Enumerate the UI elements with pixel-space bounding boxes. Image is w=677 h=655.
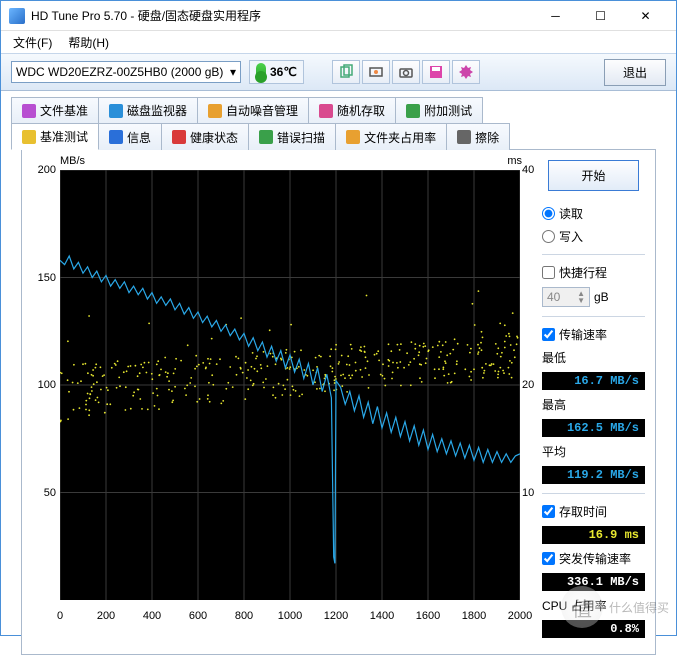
quick-unit: gB xyxy=(594,290,609,304)
xtick: 2000 xyxy=(508,610,532,622)
quick-value-spinner[interactable]: 40▲▼ xyxy=(542,287,590,307)
chart-area: MB/s ms 20015010050402010020040060080010… xyxy=(32,160,532,640)
tab-icon xyxy=(346,130,360,144)
xtick: 1800 xyxy=(462,610,486,622)
tab-自动噪音管理[interactable]: 自动噪音管理 xyxy=(197,97,309,123)
maximize-button[interactable]: ☐ xyxy=(578,2,623,30)
xtick: 1600 xyxy=(416,610,440,622)
tab-icon xyxy=(22,130,36,144)
tab-错误扫描[interactable]: 错误扫描 xyxy=(248,123,336,150)
transfer-checkbox[interactable]: 传输速率 xyxy=(542,326,645,343)
watermark: 值 什么值得买 xyxy=(561,586,669,628)
exit-button[interactable]: 退出 xyxy=(604,59,666,86)
ytick-right: 20 xyxy=(522,379,540,391)
tab-icon xyxy=(22,104,36,118)
window-title: HD Tune Pro 5.70 - 硬盘/固态硬盘实用程序 xyxy=(31,7,533,24)
tab-icon xyxy=(259,130,273,144)
max-value: 162.5 MB/s xyxy=(542,419,645,437)
min-label: 最低 xyxy=(542,349,645,366)
max-label: 最高 xyxy=(542,396,645,413)
y-label-right: ms xyxy=(507,155,522,167)
app-icon xyxy=(9,8,25,24)
access-checkbox[interactable]: 存取时间 xyxy=(542,503,645,520)
tab-icon xyxy=(109,104,123,118)
settings-icon[interactable] xyxy=(452,60,480,84)
drive-name: WDC WD20EZRZ-00Z5HB0 (2000 gB) xyxy=(16,65,223,79)
close-button[interactable]: ✕ xyxy=(623,2,668,30)
toolbar: WDC WD20EZRZ-00Z5HB0 (2000 gB) ▾ 36℃ 退出 xyxy=(1,53,676,91)
tab-擦除[interactable]: 擦除 xyxy=(446,123,510,150)
access-value: 16.9 ms xyxy=(542,526,645,544)
ytick-left: 200 xyxy=(32,164,56,176)
xtick: 0 xyxy=(57,610,63,622)
burst-checkbox[interactable]: 突发传输速率 xyxy=(542,550,645,567)
xtick: 600 xyxy=(189,610,207,622)
tab-icon xyxy=(406,104,420,118)
y-label-left: MB/s xyxy=(60,155,85,167)
benchmark-chart xyxy=(60,170,520,600)
ytick-left: 50 xyxy=(32,487,56,499)
screenshot-icon[interactable] xyxy=(362,60,390,84)
titlebar: HD Tune Pro 5.70 - 硬盘/固态硬盘实用程序 ─ ☐ ✕ xyxy=(1,1,676,31)
quick-checkbox[interactable]: 快捷行程 xyxy=(542,264,645,281)
tab-icon xyxy=(109,130,123,144)
tab-row-top: 文件基准磁盘监视器自动噪音管理随机存取附加测试 xyxy=(11,97,666,123)
chevron-down-icon: ▾ xyxy=(230,65,236,79)
write-radio[interactable]: 写入 xyxy=(542,228,645,245)
temperature-badge: 36℃ xyxy=(249,60,304,84)
save-icon[interactable] xyxy=(422,60,450,84)
temperature-value: 36℃ xyxy=(270,65,297,79)
watermark-icon: 值 xyxy=(561,586,603,628)
tab-信息[interactable]: 信息 xyxy=(98,123,162,150)
drive-select[interactable]: WDC WD20EZRZ-00Z5HB0 (2000 gB) ▾ xyxy=(11,61,241,83)
tab-文件夹占用率[interactable]: 文件夹占用率 xyxy=(335,123,447,150)
tab-磁盘监视器[interactable]: 磁盘监视器 xyxy=(98,97,198,123)
ytick-right: 40 xyxy=(522,164,540,176)
camera-icon[interactable] xyxy=(392,60,420,84)
ytick-left: 100 xyxy=(32,379,56,391)
read-radio[interactable]: 读取 xyxy=(542,205,645,222)
copy-icon[interactable] xyxy=(332,60,360,84)
tab-icon xyxy=(208,104,222,118)
xtick: 400 xyxy=(143,610,161,622)
avg-value: 119.2 MB/s xyxy=(542,466,645,484)
tab-附加测试[interactable]: 附加测试 xyxy=(395,97,483,123)
xtick: 200 xyxy=(97,610,115,622)
tab-文件基准[interactable]: 文件基准 xyxy=(11,97,99,123)
xtick: 1400 xyxy=(370,610,394,622)
min-value: 16.7 MB/s xyxy=(542,372,645,390)
xtick: 1000 xyxy=(278,610,302,622)
menubar: 文件(F) 帮助(H) xyxy=(1,31,676,53)
tab-基准测试[interactable]: 基准测试 xyxy=(11,123,99,150)
xtick: 1200 xyxy=(324,610,348,622)
tab-icon xyxy=(172,130,186,144)
tab-健康状态[interactable]: 健康状态 xyxy=(161,123,249,150)
tab-icon xyxy=(457,130,471,144)
menu-file[interactable]: 文件(F) xyxy=(7,32,58,53)
tab-content: MB/s ms 20015010050402010020040060080010… xyxy=(21,149,656,655)
ytick-left: 150 xyxy=(32,272,56,284)
spinner-arrows-icon: ▲▼ xyxy=(577,290,585,304)
tab-icon xyxy=(319,104,333,118)
avg-label: 平均 xyxy=(542,443,645,460)
tab-随机存取[interactable]: 随机存取 xyxy=(308,97,396,123)
ytick-right: 10 xyxy=(522,487,540,499)
xtick: 800 xyxy=(235,610,253,622)
sidebar: 开始 读取 写入 快捷行程 40▲▼ gB 传输速率 最低 16.7 MB/s … xyxy=(542,160,645,644)
minimize-button[interactable]: ─ xyxy=(533,2,578,30)
thermometer-icon xyxy=(256,63,266,81)
tab-row-bottom: 基准测试信息健康状态错误扫描文件夹占用率擦除 xyxy=(11,123,666,150)
menu-help[interactable]: 帮助(H) xyxy=(62,32,115,53)
start-button[interactable]: 开始 xyxy=(548,160,638,191)
